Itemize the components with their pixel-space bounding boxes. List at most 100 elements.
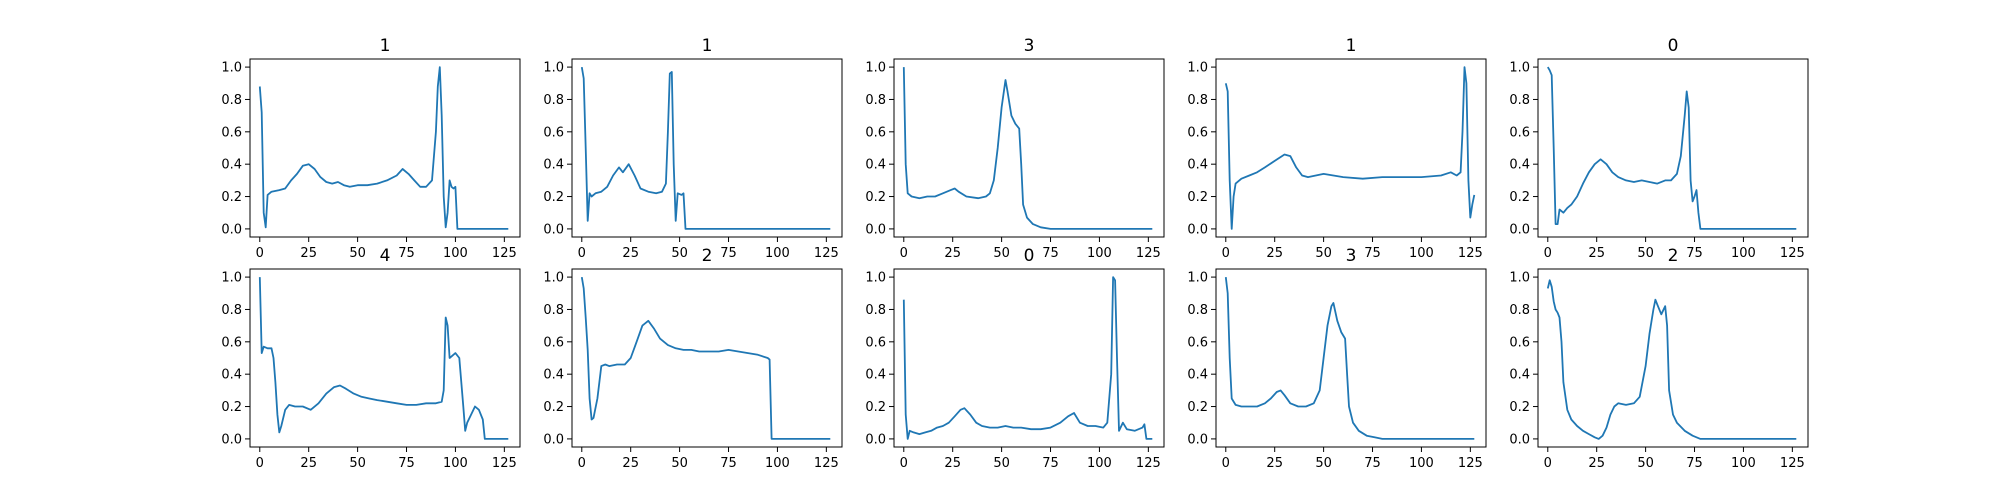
subplot-0: 0 25 50 75 100 125 0.0 0.2 0.4 0.6 0.8 1.0 1 bbox=[221, 36, 521, 261]
y-tick-label: 0.8 bbox=[221, 93, 242, 108]
x-tick-label: 100 bbox=[1409, 246, 1434, 261]
x-tick-label: 0 bbox=[900, 456, 908, 471]
x-tick-label: 75 bbox=[1686, 456, 1703, 471]
y-tick-label: 0.4 bbox=[221, 158, 242, 173]
subplot-7: 0 25 50 75 100 125 0.0 0.2 0.4 0.6 0.8 1.0 0 bbox=[865, 246, 1165, 471]
x-tick-label: 100 bbox=[765, 246, 790, 261]
plot-frame bbox=[249, 58, 521, 238]
y-tick-label: 0.8 bbox=[543, 93, 564, 108]
y-tick-label: 1.0 bbox=[1187, 271, 1208, 286]
x-tick-label: 0 bbox=[1544, 456, 1552, 471]
plot-frame bbox=[893, 268, 1165, 448]
y-tick-label: 0.2 bbox=[221, 190, 242, 205]
y-tick-label: 0.6 bbox=[1509, 125, 1530, 140]
x-tick-label: 25 bbox=[622, 456, 639, 471]
y-tick-label: 0.8 bbox=[865, 303, 886, 318]
series-line-7-0 bbox=[902, 276, 1153, 440]
x-tick-label: 75 bbox=[1364, 456, 1381, 471]
x-tick-label: 125 bbox=[1136, 456, 1161, 471]
x-tick-label: 100 bbox=[1409, 456, 1434, 471]
series-line-2-0 bbox=[902, 67, 1153, 230]
y-tick-label: 0.8 bbox=[221, 303, 242, 318]
y-tick-label: 0.6 bbox=[221, 125, 242, 140]
x-tick-label: 50 bbox=[1637, 456, 1654, 471]
y-tick-label: 0.6 bbox=[1509, 335, 1530, 350]
plot-frame bbox=[1537, 268, 1809, 448]
series-line-1-0 bbox=[580, 66, 831, 230]
y-tick-label: 0.0 bbox=[1509, 432, 1530, 447]
x-tick-label: 0 bbox=[578, 456, 586, 471]
y-tick-label: 0.4 bbox=[543, 368, 564, 383]
series-line-8-0 bbox=[1224, 276, 1475, 440]
x-tick-label: 0 bbox=[1222, 456, 1230, 471]
subplot-title: 3 bbox=[1346, 246, 1357, 266]
series-line-3-0 bbox=[1224, 66, 1476, 230]
x-tick-label: 0 bbox=[900, 246, 908, 261]
x-tick-label: 25 bbox=[1266, 456, 1283, 471]
x-tick-label: 75 bbox=[720, 246, 737, 261]
y-tick-label: 0.0 bbox=[865, 432, 886, 447]
y-tick-label: 0.8 bbox=[1509, 93, 1530, 108]
y-tick-label: 1.0 bbox=[865, 271, 886, 286]
subplot-title: 2 bbox=[1668, 246, 1679, 266]
subplot-8: 0 25 50 75 100 125 0.0 0.2 0.4 0.6 0.8 1.0 3 bbox=[1187, 246, 1487, 471]
x-tick-label: 100 bbox=[1087, 246, 1112, 261]
y-tick-label: 0.4 bbox=[1187, 158, 1208, 173]
y-tick-label: 0.4 bbox=[1509, 368, 1530, 383]
series-line-6-0 bbox=[580, 276, 831, 440]
plot-frame bbox=[1215, 58, 1487, 238]
series-line-9-0 bbox=[1546, 279, 1797, 440]
y-tick-label: 1.0 bbox=[1187, 61, 1208, 76]
y-tick-label: 0.0 bbox=[543, 432, 564, 447]
y-tick-label: 0.4 bbox=[1509, 158, 1530, 173]
x-tick-label: 50 bbox=[1637, 246, 1654, 261]
plot-frame bbox=[571, 58, 843, 238]
y-tick-label: 0.4 bbox=[1187, 368, 1208, 383]
y-tick-label: 0.2 bbox=[865, 190, 886, 205]
x-tick-label: 25 bbox=[300, 456, 317, 471]
y-tick-label: 0.2 bbox=[1509, 190, 1530, 205]
y-tick-label: 0.6 bbox=[543, 335, 564, 350]
x-tick-label: 75 bbox=[398, 456, 415, 471]
y-tick-label: 0.0 bbox=[1509, 222, 1530, 237]
x-tick-label: 0 bbox=[1544, 246, 1552, 261]
series-line-0-0 bbox=[258, 66, 509, 230]
x-tick-label: 25 bbox=[1266, 246, 1283, 261]
plot-frame bbox=[571, 268, 843, 448]
x-tick-label: 0 bbox=[256, 246, 264, 261]
plot-frame bbox=[1537, 58, 1809, 238]
y-tick-label: 1.0 bbox=[865, 61, 886, 76]
x-tick-label: 125 bbox=[814, 456, 839, 471]
y-tick-label: 0.6 bbox=[865, 335, 886, 350]
y-tick-label: 0.4 bbox=[865, 158, 886, 173]
x-tick-label: 100 bbox=[443, 456, 468, 471]
x-tick-label: 100 bbox=[1087, 456, 1112, 471]
x-tick-label: 50 bbox=[671, 246, 688, 261]
y-tick-label: 1.0 bbox=[221, 271, 242, 286]
subplot-title: 1 bbox=[702, 36, 713, 56]
y-tick-label: 1.0 bbox=[543, 61, 564, 76]
x-tick-label: 125 bbox=[1136, 246, 1161, 261]
x-tick-label: 100 bbox=[765, 456, 790, 471]
y-tick-label: 0.2 bbox=[543, 400, 564, 415]
x-tick-label: 125 bbox=[1458, 246, 1483, 261]
x-tick-label: 50 bbox=[1315, 246, 1332, 261]
x-tick-label: 100 bbox=[1731, 246, 1756, 261]
plot-frame bbox=[249, 268, 521, 448]
x-tick-label: 75 bbox=[1042, 456, 1059, 471]
y-tick-label: 0.6 bbox=[543, 125, 564, 140]
y-tick-label: 0.6 bbox=[1187, 335, 1208, 350]
y-tick-label: 0.8 bbox=[865, 93, 886, 108]
x-tick-label: 75 bbox=[720, 456, 737, 471]
series-line-4-0 bbox=[1547, 66, 1797, 230]
series-line-5-0 bbox=[258, 277, 509, 440]
subplot-title: 3 bbox=[1024, 36, 1035, 56]
y-tick-label: 0.6 bbox=[865, 125, 886, 140]
x-tick-label: 125 bbox=[492, 456, 517, 471]
x-tick-label: 100 bbox=[1731, 456, 1756, 471]
plot-frame bbox=[893, 58, 1165, 238]
subplot-2: 0 25 50 75 100 125 0.0 0.2 0.4 0.6 0.8 1.0 3 bbox=[865, 36, 1165, 261]
y-tick-label: 1.0 bbox=[1509, 61, 1530, 76]
y-tick-label: 0.8 bbox=[543, 303, 564, 318]
